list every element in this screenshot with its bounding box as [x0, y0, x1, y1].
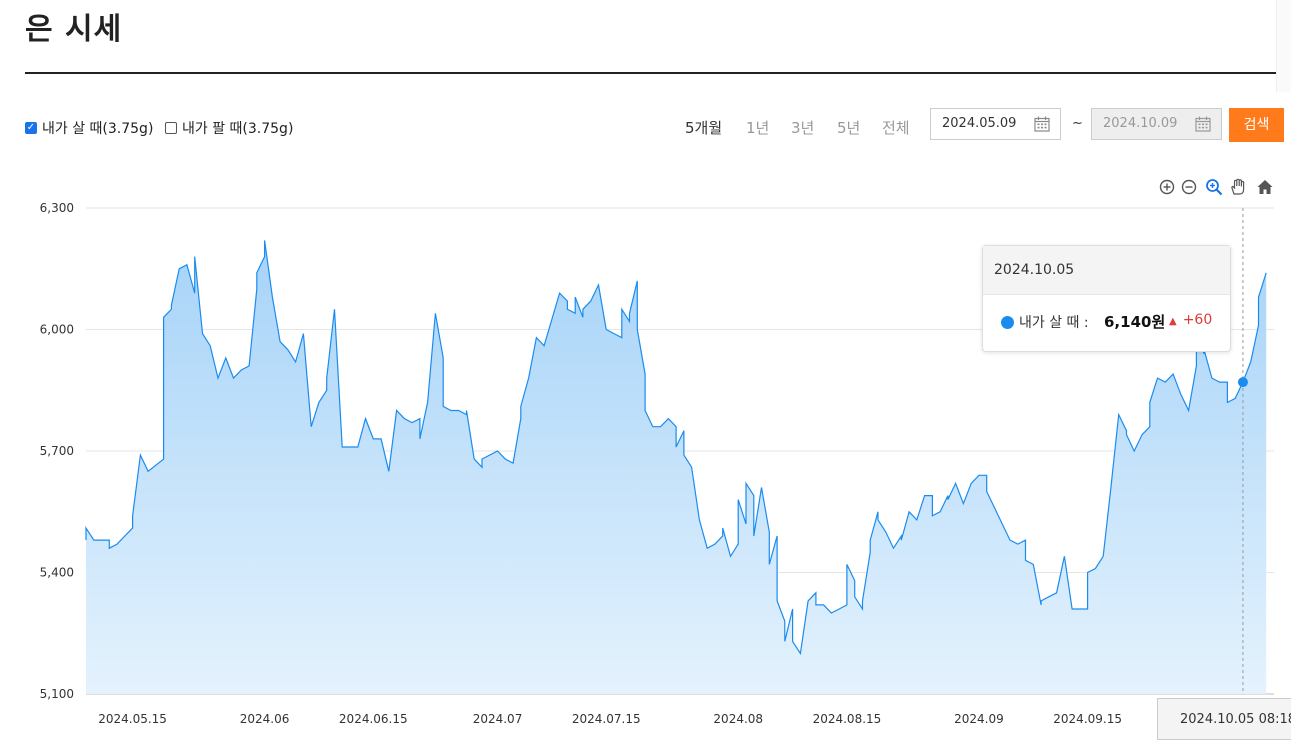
period-5-years[interactable]: 5년: [837, 119, 861, 137]
up-triangle-icon: ▲: [1169, 316, 1177, 327]
y-tick-label: 6,300: [40, 201, 74, 215]
sell-price-label: 내가 팔 때(3.75g): [182, 121, 294, 137]
end-date-value: 2024.10.09: [1103, 116, 1178, 131]
x-tick-label: 2024.09.15: [1053, 712, 1122, 726]
zoom-select-icon[interactable]: [1205, 178, 1223, 196]
x-tick-label: 2024.06.15: [339, 712, 408, 726]
x-tick-label: 2024.09: [954, 712, 1004, 726]
chart-controls: ✓ 내가 살 때(3.75g) 내가 팔 때(3.75g) 5개월 1년 3년 …: [25, 108, 1284, 144]
scrollbar-track[interactable]: [1276, 0, 1291, 92]
page-title: 은 시세: [25, 12, 123, 47]
zoom-out-icon[interactable]: [1180, 178, 1198, 196]
series-area: [86, 240, 1267, 694]
hover-point[interactable]: [1237, 377, 1248, 388]
tooltip-change-value: +60: [1182, 312, 1213, 328]
checkbox-checked-icon[interactable]: ✓: [25, 122, 37, 134]
tooltip-date: 2024.10.05: [983, 246, 1230, 295]
y-tick-label: 5,700: [40, 444, 74, 458]
x-axis-ticks: 2024.05.15 2024.06 2024.06.15 2024.07 2024.0…: [98, 712, 1236, 726]
tooltip-value: 6,140원: [1104, 313, 1166, 331]
x-tick-label: 2024.05.15: [98, 712, 167, 726]
home-reset-icon[interactable]: [1256, 178, 1274, 196]
y-tick-label: 5,100: [40, 687, 74, 701]
buy-price-checkbox[interactable]: ✓ 내가 살 때(3.75g): [25, 118, 153, 138]
tooltip-change: ▲ +60: [1169, 312, 1212, 328]
period-3-years[interactable]: 3년: [791, 119, 815, 137]
sell-price-checkbox[interactable]: 내가 팔 때(3.75g): [165, 118, 293, 138]
chart-tooltip: 2024.10.05 내가 살 때 : 6,140원 ▲ +60: [982, 245, 1231, 352]
x-tick-label: 2024.07.15: [572, 712, 641, 726]
series-line: [85, 240, 1267, 656]
y-tick-label: 6,000: [40, 323, 74, 337]
start-date-value: 2024.05.09: [942, 116, 1017, 131]
search-button[interactable]: 검색: [1229, 108, 1284, 142]
period-1-year[interactable]: 1년: [746, 119, 770, 137]
y-tick-label: 5,400: [40, 566, 74, 580]
x-tick-label: 2024.08.15: [813, 712, 882, 726]
calendar-icon[interactable]: [1034, 116, 1050, 132]
tooltip-series-label: 내가 살 때 :: [1019, 315, 1089, 331]
checkbox-unchecked-icon[interactable]: [165, 122, 177, 134]
series-marker-icon: [1001, 316, 1014, 329]
pan-hand-icon[interactable]: [1229, 178, 1247, 196]
start-date-field[interactable]: 2024.05.09: [930, 108, 1061, 140]
y-axis-ticks: 5,100 5,400 5,700 6,000 6,300: [40, 201, 74, 701]
x-tick-label: 2024.06: [240, 712, 290, 726]
period-all[interactable]: 전체: [882, 119, 910, 137]
period-5-months[interactable]: 5개월: [685, 119, 723, 137]
date-range-separator: ~: [1072, 116, 1083, 131]
title-divider: [25, 72, 1276, 74]
crosshair-time-label: 2024.10.05 08:18:32: [1157, 698, 1291, 740]
buy-price-label: 내가 살 때(3.75g): [42, 121, 154, 137]
end-date-field[interactable]: 2024.10.09: [1091, 108, 1222, 140]
calendar-icon[interactable]: [1195, 116, 1211, 132]
zoom-in-icon[interactable]: [1158, 178, 1176, 196]
x-tick-label: 2024.08: [713, 712, 763, 726]
x-tick-label: 2024.07: [473, 712, 523, 726]
